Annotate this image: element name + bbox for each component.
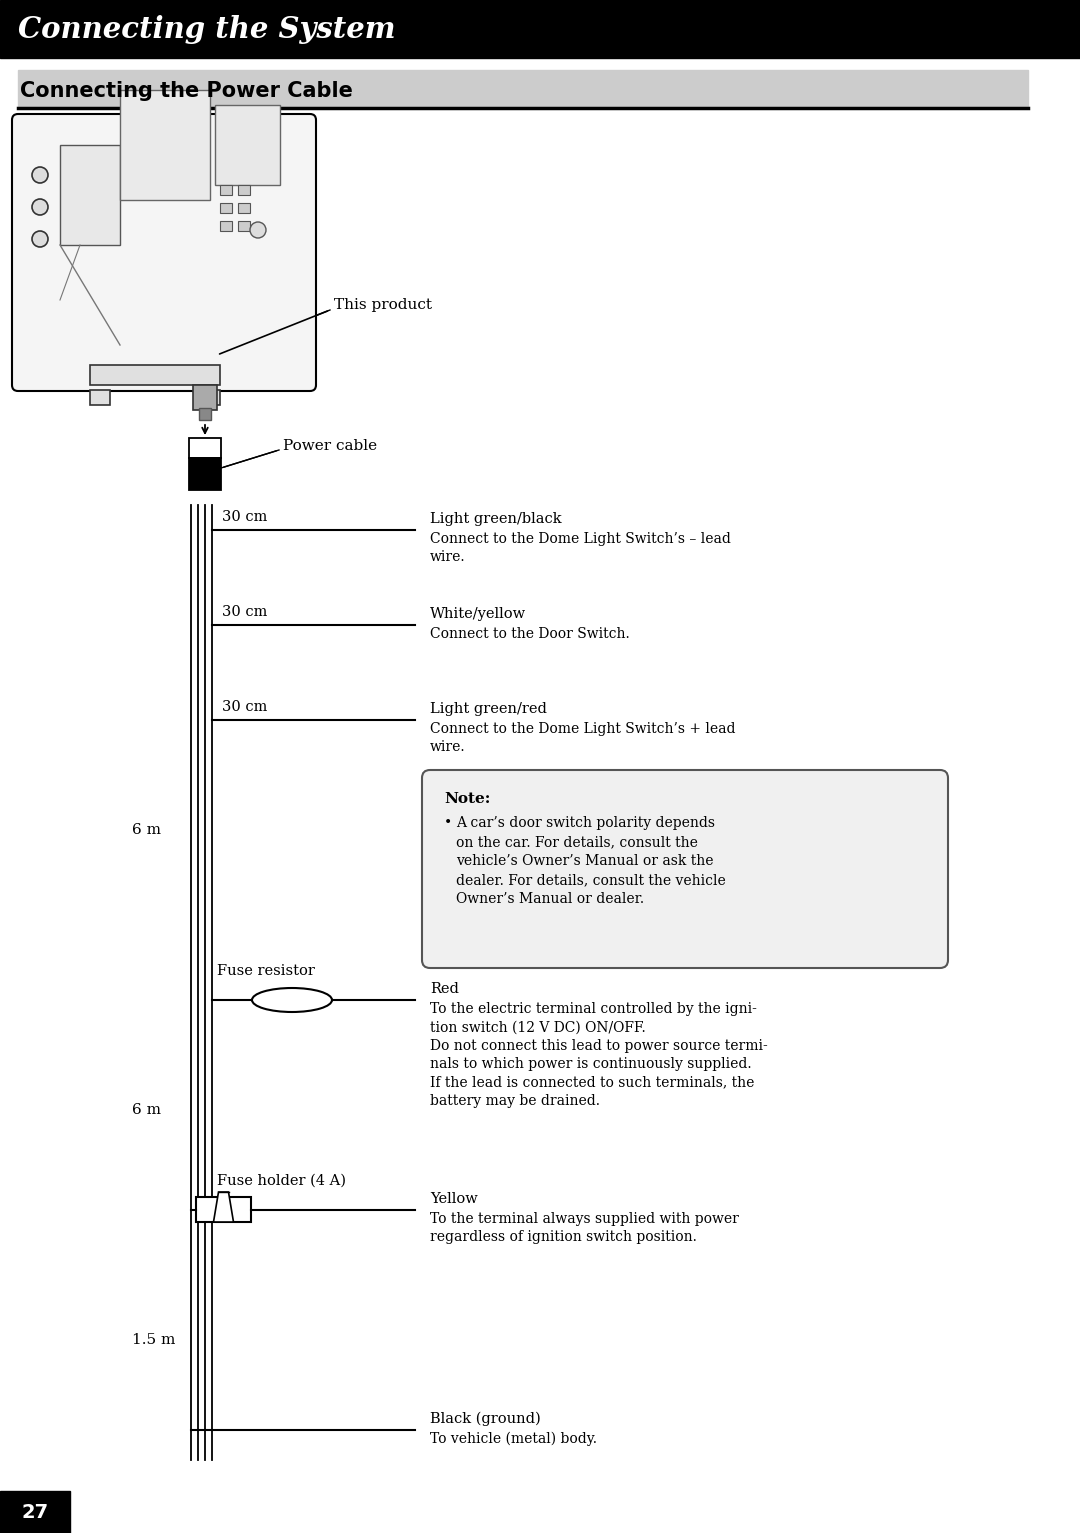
- Text: 6 m: 6 m: [132, 1104, 161, 1118]
- Text: 30 cm: 30 cm: [222, 606, 268, 619]
- Bar: [215, 104, 280, 185]
- Bar: [0, 0, 1080, 58]
- Text: Connecting the System: Connecting the System: [18, 14, 395, 43]
- FancyBboxPatch shape: [12, 113, 316, 391]
- Bar: [189, 458, 221, 491]
- Circle shape: [32, 199, 48, 215]
- Bar: [199, 408, 211, 420]
- Text: Power cable: Power cable: [283, 438, 377, 452]
- Circle shape: [32, 231, 48, 247]
- Bar: [60, 146, 120, 245]
- Bar: [220, 202, 232, 213]
- Bar: [0, 1492, 70, 1533]
- Circle shape: [32, 167, 48, 182]
- Text: Connecting the Power Cable: Connecting the Power Cable: [21, 81, 353, 101]
- Bar: [90, 389, 110, 405]
- Text: Connect to the Door Switch.: Connect to the Door Switch.: [430, 627, 630, 641]
- Text: Fuse holder (4 A): Fuse holder (4 A): [217, 1174, 346, 1188]
- Text: 6 m: 6 m: [132, 823, 161, 837]
- Text: To the terminal always supplied with power
regardless of ignition switch positio: To the terminal always supplied with pow…: [430, 1213, 739, 1245]
- Text: 30 cm: 30 cm: [222, 510, 268, 524]
- Text: This product: This product: [334, 297, 432, 313]
- Bar: [120, 90, 210, 199]
- Text: •: •: [444, 816, 453, 829]
- Bar: [238, 185, 249, 195]
- Text: 27: 27: [22, 1502, 49, 1521]
- Text: Yellow: Yellow: [430, 1193, 477, 1206]
- Polygon shape: [214, 1193, 233, 1222]
- Text: 1.5 m: 1.5 m: [132, 1334, 175, 1348]
- Bar: [238, 202, 249, 213]
- Text: White/yellow: White/yellow: [430, 607, 526, 621]
- Text: Note:: Note:: [444, 793, 490, 806]
- FancyBboxPatch shape: [422, 770, 948, 967]
- Text: Connect to the Dome Light Switch’s + lead
wire.: Connect to the Dome Light Switch’s + lea…: [430, 722, 735, 754]
- Bar: [193, 385, 217, 409]
- Text: Fuse resistor: Fuse resistor: [217, 964, 315, 978]
- Bar: [200, 389, 220, 405]
- Bar: [18, 71, 1028, 107]
- Bar: [220, 221, 232, 231]
- Bar: [220, 185, 232, 195]
- Circle shape: [249, 222, 266, 238]
- Bar: [195, 1197, 251, 1222]
- Text: Connect to the Dome Light Switch’s – lead
wire.: Connect to the Dome Light Switch’s – lea…: [430, 532, 731, 564]
- Text: Red: Red: [430, 983, 459, 996]
- Text: A car’s door switch polarity depends
on the car. For details, consult the
vehicl: A car’s door switch polarity depends on …: [456, 816, 726, 906]
- Text: Light green/red: Light green/red: [430, 702, 546, 716]
- Bar: [189, 438, 221, 458]
- Text: To the electric terminal controlled by the igni-
tion switch (12 V DC) ON/OFF.
D: To the electric terminal controlled by t…: [430, 1003, 768, 1108]
- Bar: [90, 365, 220, 385]
- Ellipse shape: [252, 987, 332, 1012]
- Text: Light green/black: Light green/black: [430, 512, 562, 526]
- Bar: [238, 221, 249, 231]
- Text: Black (ground): Black (ground): [430, 1412, 541, 1426]
- Text: To vehicle (metal) body.: To vehicle (metal) body.: [430, 1432, 597, 1447]
- Text: 30 cm: 30 cm: [222, 701, 268, 714]
